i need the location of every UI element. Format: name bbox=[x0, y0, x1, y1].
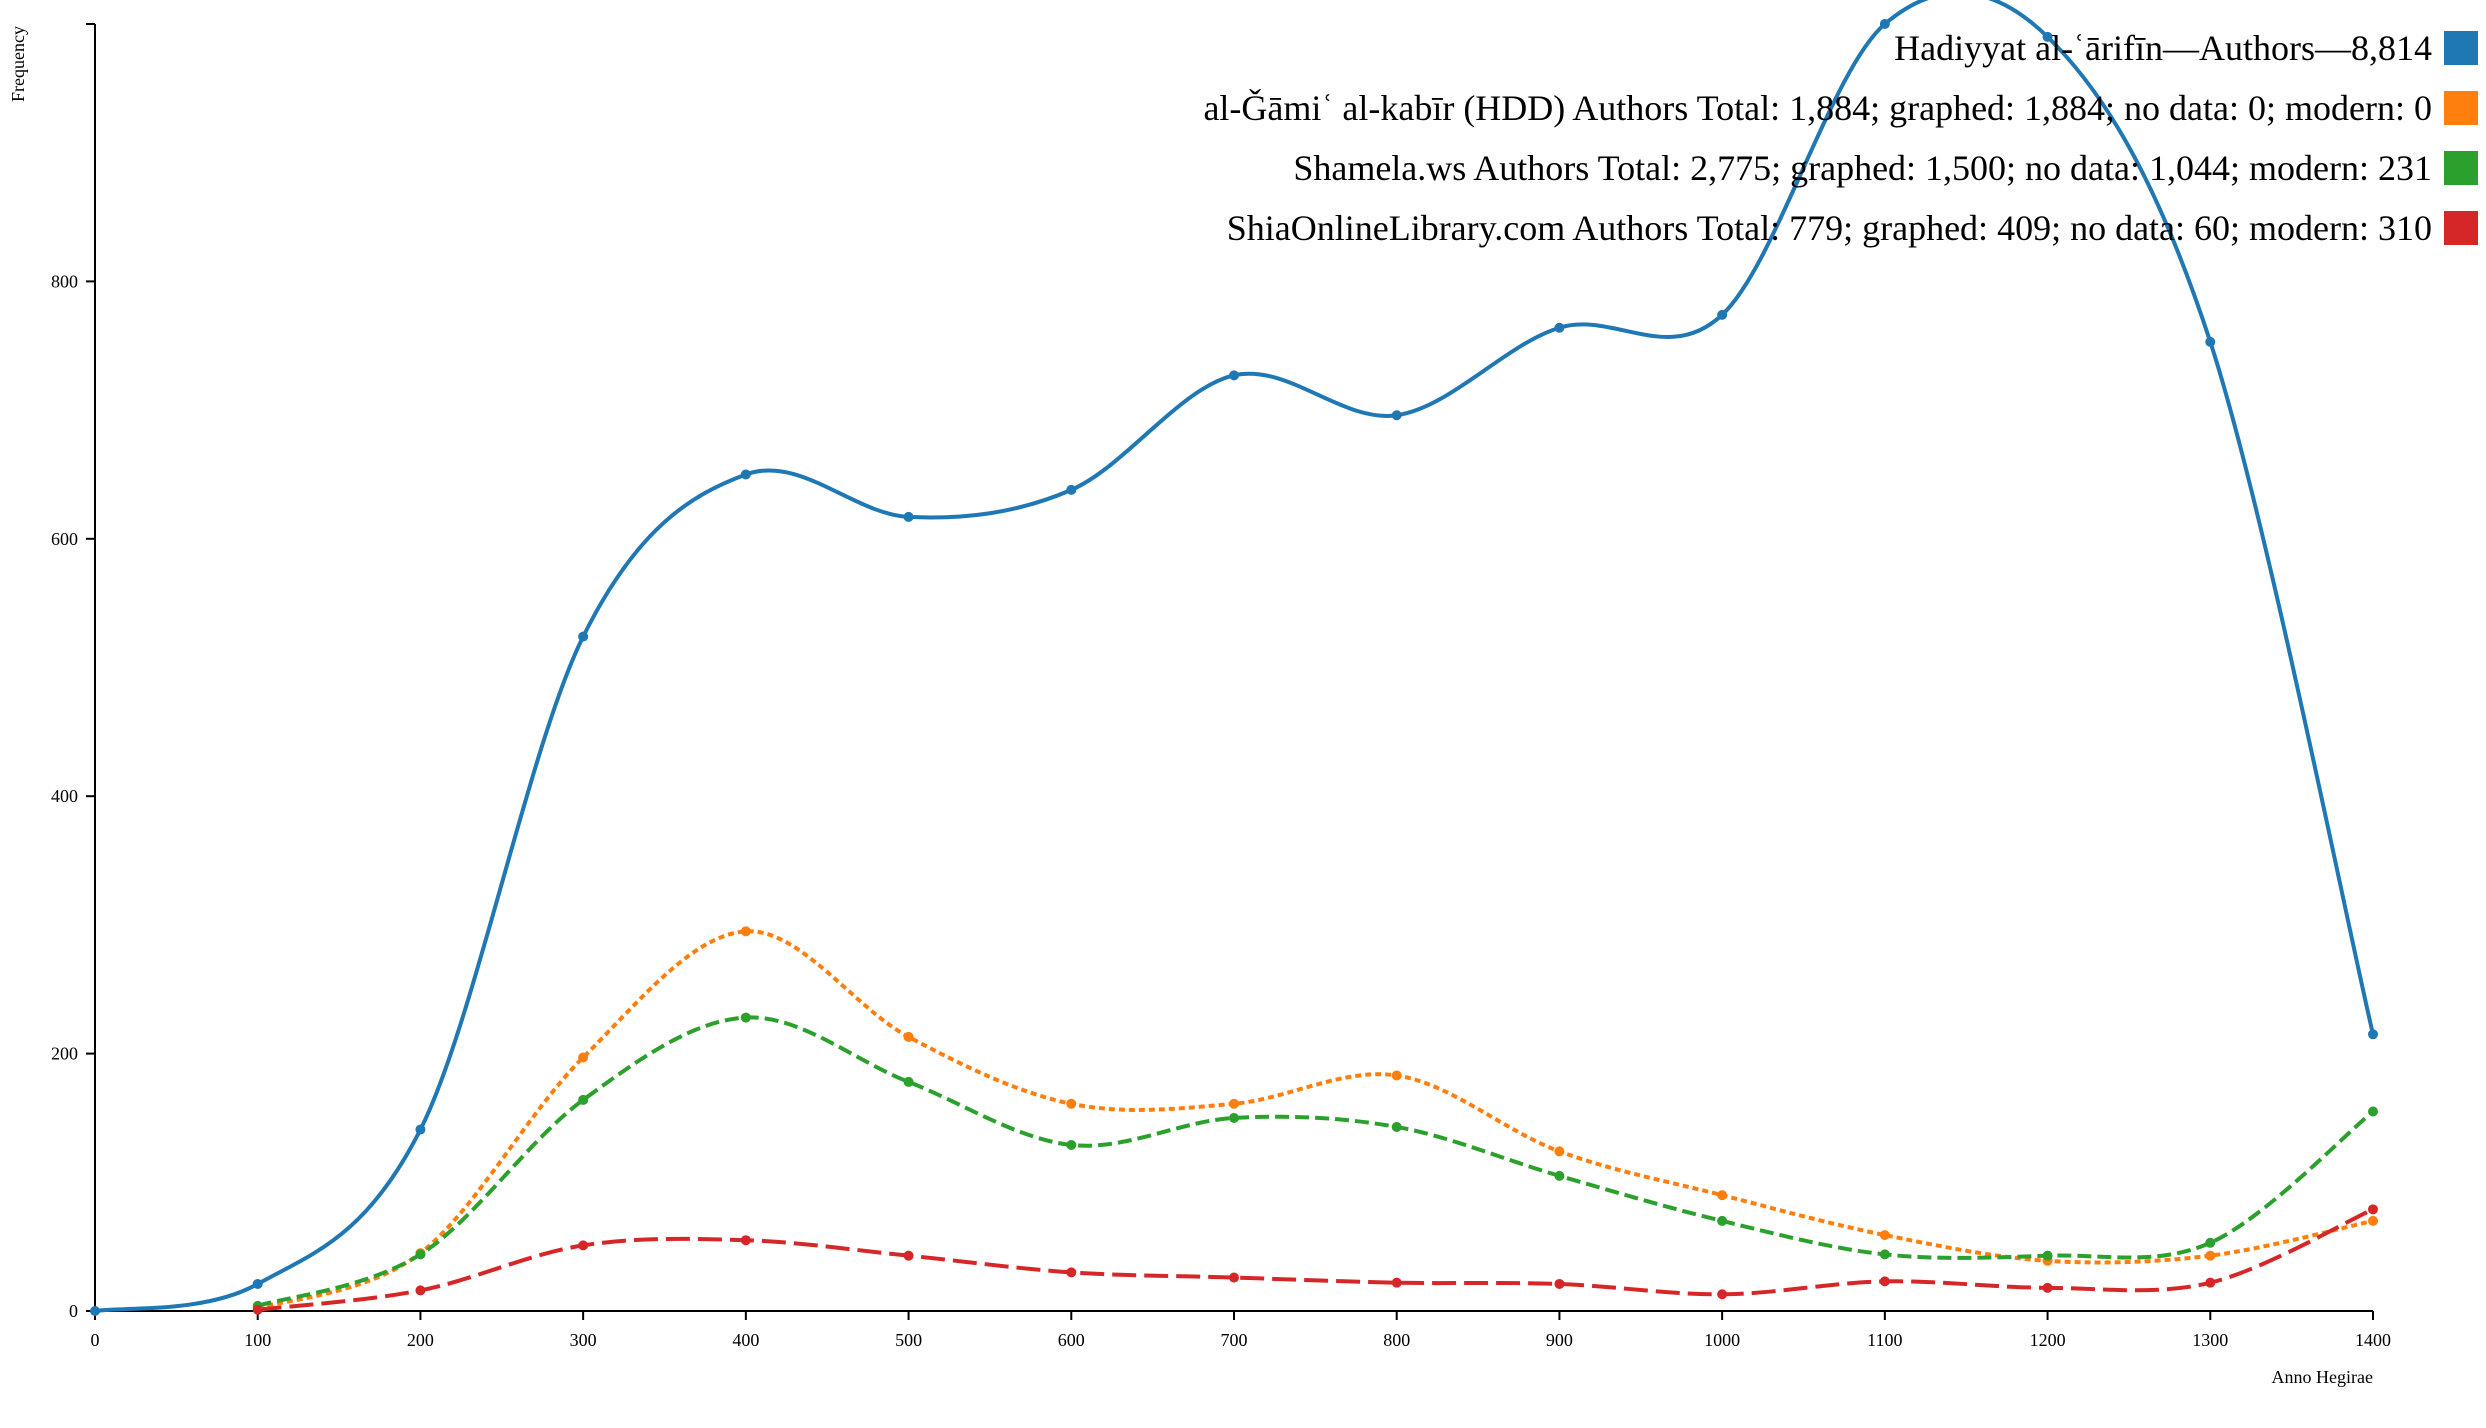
x-tick-label: 900 bbox=[1546, 1330, 1573, 1350]
data-point bbox=[903, 1250, 914, 1261]
data-point bbox=[2042, 1250, 2053, 1261]
data-point bbox=[1717, 1190, 1728, 1201]
x-tick-label: 1300 bbox=[2192, 1330, 2228, 1350]
legend-label: ShiaOnlineLibrary.com Authors Total: 779… bbox=[1227, 208, 2432, 248]
data-point bbox=[1879, 1276, 1890, 1287]
data-point bbox=[1717, 1215, 1728, 1226]
data-point bbox=[740, 469, 751, 480]
data-point bbox=[2205, 1277, 2216, 1288]
x-tick-label: 400 bbox=[732, 1330, 759, 1350]
legend-swatch bbox=[2444, 211, 2478, 245]
data-point bbox=[1554, 1278, 1565, 1289]
data-point bbox=[903, 511, 914, 522]
data-point bbox=[415, 1285, 426, 1296]
data-point bbox=[1717, 1289, 1728, 1300]
legend-label: Shamela.ws Authors Total: 2,775; graphed… bbox=[1293, 148, 2432, 188]
y-axis-title: Frequency bbox=[8, 26, 28, 102]
data-point bbox=[1879, 1230, 1890, 1241]
data-point bbox=[1391, 410, 1402, 421]
data-point bbox=[2368, 1029, 2378, 1040]
series-lines bbox=[93, 0, 2375, 1313]
data-point bbox=[1879, 19, 1890, 29]
data-point bbox=[1391, 1070, 1402, 1081]
x-tick-label: 500 bbox=[895, 1330, 922, 1350]
legend-swatch bbox=[2444, 91, 2478, 125]
data-point bbox=[1229, 1112, 1239, 1123]
data-point bbox=[578, 1094, 589, 1105]
data-point bbox=[1066, 1098, 1077, 1109]
data-point bbox=[2205, 1250, 2216, 1261]
x-tick-label: 200 bbox=[407, 1330, 434, 1350]
data-point bbox=[2368, 1106, 2378, 1117]
series-line-1 bbox=[93, 0, 2375, 1313]
data-point bbox=[1229, 370, 1239, 381]
data-point bbox=[2368, 1215, 2378, 1226]
legend-swatch bbox=[2444, 31, 2478, 65]
y-tick-label: 400 bbox=[51, 786, 78, 806]
x-tick-label: 1400 bbox=[2355, 1330, 2391, 1350]
data-point bbox=[90, 1306, 100, 1316]
data-point bbox=[1554, 322, 1565, 333]
x-tick-label: 300 bbox=[570, 1330, 597, 1350]
series-points bbox=[90, 19, 2378, 1316]
data-point bbox=[1066, 484, 1077, 495]
data-point bbox=[740, 1012, 751, 1023]
data-point bbox=[252, 1278, 263, 1289]
data-point bbox=[252, 1304, 263, 1315]
data-point bbox=[903, 1031, 914, 1042]
x-tick-label: 100 bbox=[244, 1330, 271, 1350]
data-point bbox=[578, 1240, 589, 1251]
data-point bbox=[2205, 336, 2216, 347]
x-tick-label: 0 bbox=[91, 1330, 100, 1350]
x-tick-label: 1000 bbox=[1704, 1330, 1740, 1350]
legend-label: Hadiyyat al-ʿārifīn—Authors—8,814 bbox=[1894, 28, 2432, 68]
x-tick-label: 1200 bbox=[2030, 1330, 2066, 1350]
data-point bbox=[2042, 31, 2053, 42]
series-line-2 bbox=[257, 929, 2374, 1311]
x-tick-label: 800 bbox=[1383, 1330, 1410, 1350]
data-point bbox=[578, 631, 589, 642]
data-point bbox=[578, 1052, 589, 1063]
series-line-3 bbox=[257, 1015, 2375, 1308]
data-point bbox=[2368, 1204, 2378, 1215]
legend-label: al-Ǧāmiʿ al-kabīr (HDD) Authors Total: 1… bbox=[1203, 88, 2432, 128]
data-point bbox=[903, 1076, 914, 1087]
data-point bbox=[2205, 1237, 2216, 1248]
data-point bbox=[1066, 1139, 1077, 1150]
x-tick-label: 600 bbox=[1058, 1330, 1085, 1350]
data-point bbox=[1066, 1267, 1077, 1278]
data-point bbox=[740, 1235, 751, 1246]
data-point bbox=[1554, 1146, 1565, 1157]
y-tick-label: 600 bbox=[51, 529, 78, 549]
data-point bbox=[415, 1249, 426, 1260]
y-tick-label: 200 bbox=[51, 1044, 78, 1064]
data-point bbox=[1229, 1098, 1239, 1109]
data-point bbox=[1391, 1121, 1402, 1132]
x-tick-label: 700 bbox=[1221, 1330, 1248, 1350]
y-tick-label: 0 bbox=[69, 1301, 78, 1321]
data-point bbox=[1391, 1277, 1402, 1288]
y-tick-label: 800 bbox=[51, 271, 78, 291]
data-point bbox=[1879, 1249, 1890, 1260]
data-point bbox=[1717, 309, 1728, 320]
x-axis-title: Anno Hegirae bbox=[2272, 1367, 2373, 1387]
data-point bbox=[2042, 1282, 2053, 1293]
data-point bbox=[740, 926, 751, 937]
series-line-4 bbox=[257, 1207, 2374, 1312]
x-tick-label: 1100 bbox=[1867, 1330, 1902, 1350]
legend-swatch bbox=[2444, 151, 2478, 185]
data-point bbox=[1554, 1170, 1565, 1181]
legend: Hadiyyat al-ʿārifīn—Authors—8,814 al-Ǧāmi… bbox=[1203, 28, 2478, 248]
data-point bbox=[415, 1124, 426, 1135]
data-point bbox=[1229, 1272, 1239, 1283]
axes: 0 100 200 300 400 500 600 700 800 900 1000 1100 1200… bbox=[51, 23, 2391, 1350]
